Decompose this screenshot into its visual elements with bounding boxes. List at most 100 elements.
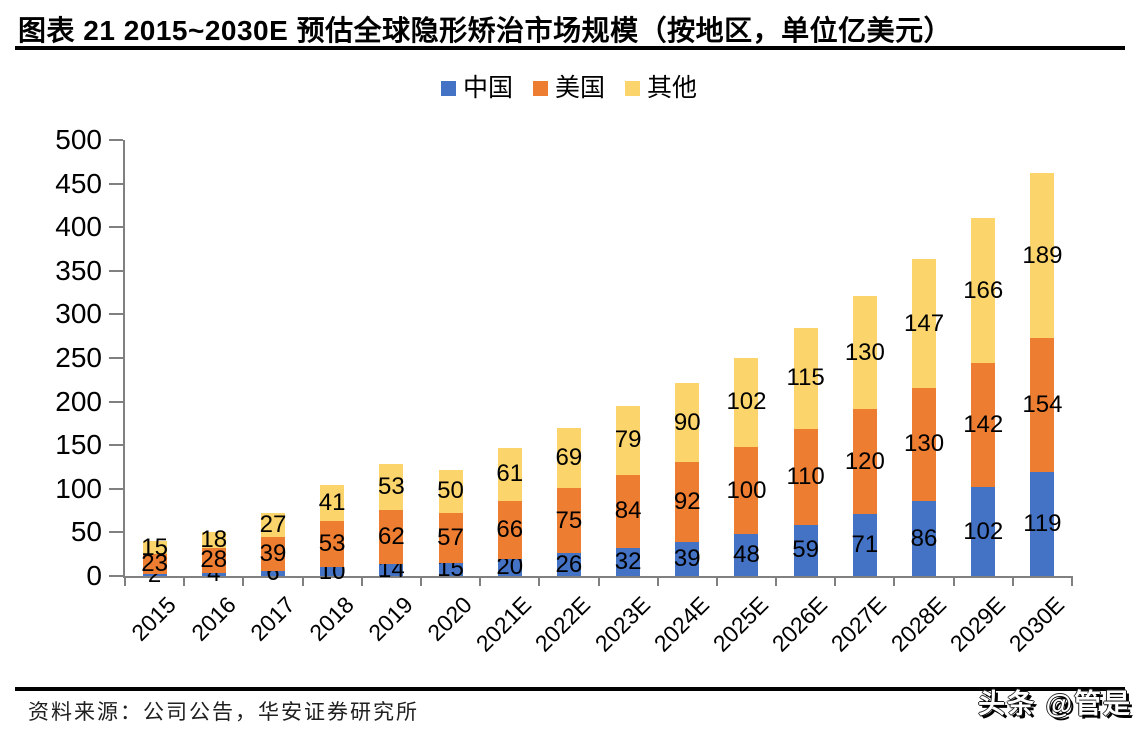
bar-segment-us <box>616 474 641 549</box>
bar-value-label-us: 130 <box>904 430 945 458</box>
bar-value-label-us: 53 <box>318 530 346 558</box>
y-axis-tick <box>109 487 123 490</box>
bar-segment-us <box>320 521 345 568</box>
bar-value-label-us: 120 <box>844 447 885 475</box>
bar-segment-us <box>260 536 285 571</box>
x-axis-tick <box>715 576 718 586</box>
y-axis-label: 400 <box>55 211 102 243</box>
x-axis-category-label: 2026E <box>766 591 833 657</box>
footer-divider <box>15 687 1125 691</box>
watermark: 头条 @管是 <box>978 689 1132 719</box>
bar-segment-china <box>142 574 167 576</box>
title-divider <box>15 46 1125 50</box>
bar-value-label-other: 115 <box>786 364 825 392</box>
bar-value-label-us: 84 <box>614 497 642 525</box>
bar-segment-us <box>912 387 937 501</box>
legend-swatch-icon <box>440 80 456 96</box>
x-axis-tick <box>419 576 422 586</box>
bar-value-label-us: 57 <box>437 524 464 552</box>
bar-value-label-other: 90 <box>673 408 701 436</box>
bar-segment-other <box>912 259 937 388</box>
chart-legend: 中国 美国 其他 <box>0 74 1138 102</box>
bar-value-label-other: 102 <box>726 388 767 416</box>
bar-segment-us <box>971 363 996 488</box>
bar-segment-us <box>675 461 700 542</box>
x-axis-tick <box>183 576 186 586</box>
bar-value-label-us: 66 <box>496 515 524 543</box>
bar-segment-china <box>379 563 404 576</box>
bar-segment-other <box>971 218 996 364</box>
bar-value-label-us: 39 <box>259 539 287 567</box>
bar-value-label-other: 69 <box>555 443 583 471</box>
source-note: 资料来源：公司公告，华安证券研究所 <box>28 700 419 724</box>
bar-segment-china <box>912 501 937 576</box>
y-axis-tick <box>109 357 123 359</box>
bar-segment-china <box>616 548 641 576</box>
x-axis-tick <box>538 576 541 586</box>
legend-item-us: 美国 <box>532 74 605 102</box>
bar-value-label-china: 26 <box>555 550 583 578</box>
x-axis-category-label: 2020 <box>422 591 478 646</box>
bar-value-label-other: 27 <box>259 510 287 538</box>
x-axis-tick <box>834 576 837 586</box>
legend-swatch-icon <box>532 80 548 96</box>
x-axis-category-label: 2027E <box>826 591 892 657</box>
bar-segment-us <box>793 428 818 525</box>
bar-segment-china <box>675 541 700 576</box>
bar-value-label-china: 39 <box>673 544 701 572</box>
y-axis-label: 50 <box>70 516 102 548</box>
bar-segment-other <box>438 469 463 514</box>
bar-segment-china <box>971 487 996 576</box>
bar-segment-other <box>260 513 285 537</box>
bar-segment-us <box>201 548 226 573</box>
bar-segment-other <box>142 541 167 555</box>
y-axis-label: 200 <box>55 385 102 417</box>
bar-segment-us <box>852 409 877 515</box>
x-axis-category-label: 2023E <box>589 591 655 657</box>
bar-value-label-china: 59 <box>792 536 819 564</box>
x-axis-category-label: 2016 <box>185 591 241 646</box>
bar-segment-other <box>616 405 641 475</box>
bar-value-label-china: 119 <box>1023 510 1062 538</box>
bar-segment-china <box>260 570 285 576</box>
bar-value-label-china: 102 <box>963 517 1004 545</box>
legend-label: 美国 <box>554 74 605 102</box>
y-axis-tick <box>109 226 123 229</box>
legend-item-china: 中国 <box>440 75 513 101</box>
bar-value-label-other: 189 <box>1022 241 1063 269</box>
bar-value-label-other: 18 <box>200 526 228 554</box>
bar-value-label-china: 48 <box>733 541 760 569</box>
bar-segment-china <box>1030 472 1055 576</box>
bar-segment-us <box>497 501 522 559</box>
x-axis-tick <box>479 576 482 586</box>
y-axis-label: 350 <box>55 254 102 286</box>
bar-value-label-other: 147 <box>904 309 945 337</box>
x-axis-tick <box>775 576 778 586</box>
bar-segment-china <box>852 514 877 576</box>
bar-segment-china <box>320 567 345 576</box>
x-axis-tick <box>360 576 363 586</box>
bar-value-label-us: 75 <box>555 506 583 534</box>
bar-value-label-other: 130 <box>844 338 885 366</box>
bar-segment-us <box>438 513 463 563</box>
y-axis-tick <box>109 139 123 141</box>
bar-value-label-china: 32 <box>614 548 642 576</box>
x-axis-category-label: 2017 <box>245 591 300 646</box>
y-axis-tick <box>109 269 123 272</box>
bar-value-label-us: 28 <box>200 546 228 574</box>
x-axis-category-label: 2029E <box>944 591 1010 657</box>
y-axis-tick <box>109 313 123 316</box>
bar-value-label-other: 61 <box>496 460 524 488</box>
x-axis-category-label: 2021E <box>470 591 537 657</box>
y-axis-label: 450 <box>55 167 102 199</box>
bar-segment-us <box>556 487 581 554</box>
bar-segment-us <box>1030 337 1055 473</box>
bar-value-label-other: 50 <box>437 477 464 505</box>
bar-segment-china <box>438 562 463 576</box>
y-axis-label: 500 <box>55 124 102 155</box>
y-axis-label: 0 <box>86 560 102 591</box>
bar-segment-other <box>734 358 759 447</box>
y-axis-tick <box>109 444 123 447</box>
